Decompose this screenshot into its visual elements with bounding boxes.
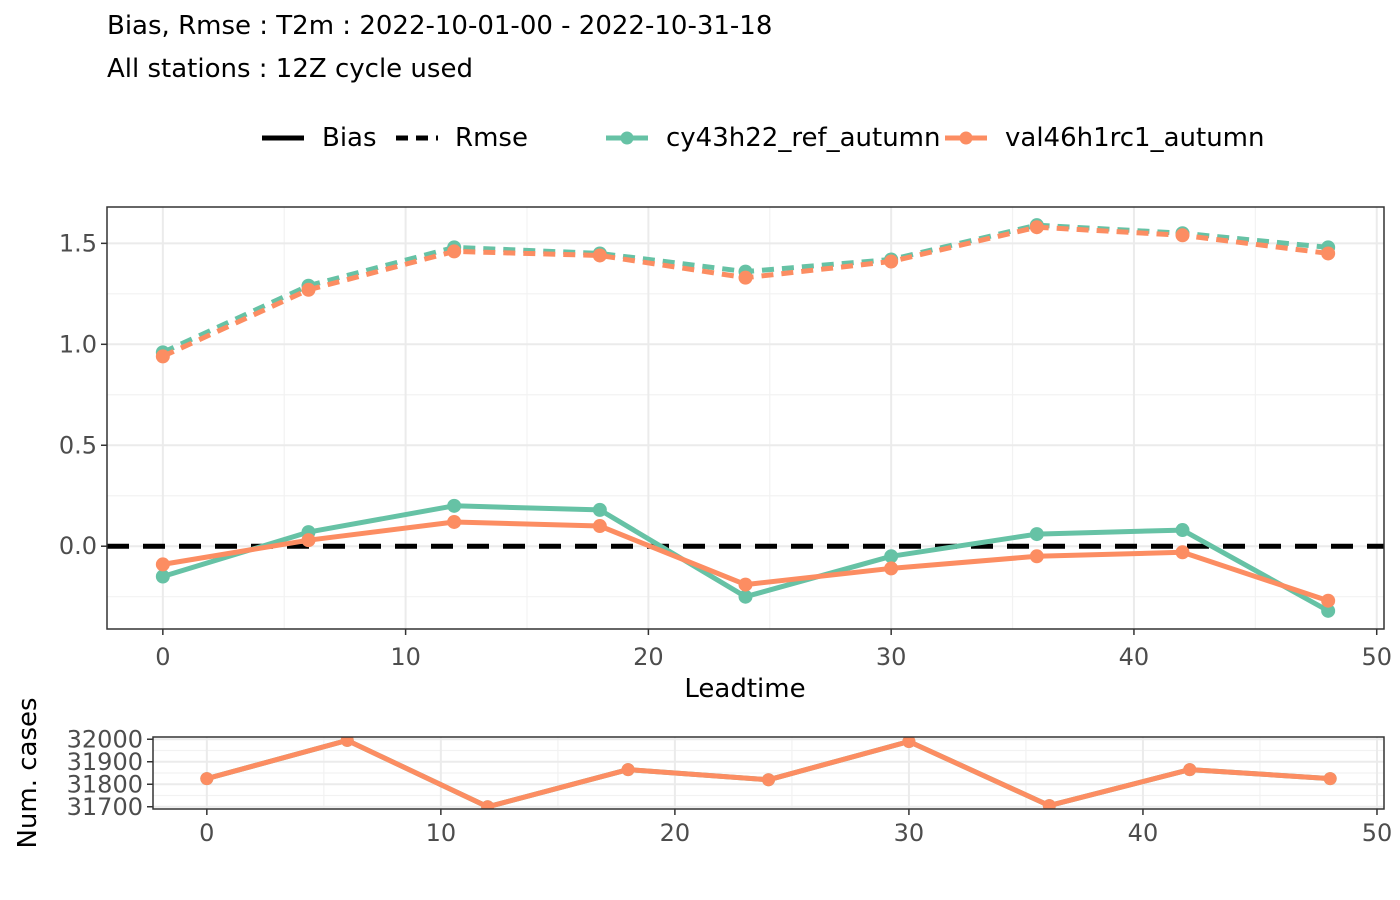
data-point-cy43h22_ref_autumn (738, 589, 753, 604)
legend-bias-label: Bias (322, 123, 377, 153)
data-point-val46h1rc1_autumn (155, 557, 170, 572)
legend-model1-label: cy43h22_ref_autumn (666, 123, 941, 153)
x-tick-label: 50 (1362, 819, 1393, 847)
x-tick-label: 0 (199, 819, 214, 847)
data-point-val46h1rc1_autumn (592, 519, 607, 534)
chart-subtitle: All stations : 12Z cycle used (107, 54, 473, 84)
legend-model1-marker (620, 131, 634, 145)
data-point-cy43h22_ref_autumn (447, 498, 462, 513)
x-tick-label: 30 (894, 819, 925, 847)
data-point-val46h1rc1_autumn (200, 772, 214, 786)
x-tick-label: 10 (426, 819, 457, 847)
data-point-cy43h22_ref_autumn (1175, 523, 1190, 538)
legend-model2-label: val46h1rc1_autumn (1005, 123, 1265, 153)
y-tick-label: 1.5 (59, 229, 97, 257)
data-point-val46h1rc1_autumn (902, 737, 916, 748)
x-axis-title: Leadtime (684, 674, 805, 704)
data-point-cy43h22_ref_autumn (1321, 603, 1336, 618)
x-tick-label: 50 (1361, 643, 1392, 671)
y-tick-label: 32000 (67, 725, 143, 753)
data-point-val46h1rc1_autumn (301, 533, 316, 548)
data-point-val46h1rc1_autumn (738, 270, 753, 285)
legend-model2-marker (959, 131, 973, 145)
x-tick-label: 0 (155, 643, 170, 671)
data-point-val46h1rc1_autumn (1323, 772, 1337, 786)
data-point-val46h1rc1_autumn (1029, 220, 1044, 235)
x-tick-label: 10 (390, 643, 421, 671)
data-point-val46h1rc1_autumn (1042, 799, 1056, 809)
data-point-val46h1rc1_autumn (481, 800, 495, 809)
x-tick-label: 40 (1128, 819, 1159, 847)
series-group (155, 218, 1336, 618)
y-tick-label: 1.0 (59, 330, 97, 358)
data-point-val46h1rc1_autumn (155, 349, 170, 364)
rmse-series-line-val46h1rc1_autumn (161, 224, 1329, 359)
x-tick-label: 20 (660, 819, 691, 847)
data-point-cy43h22_ref_autumn (155, 569, 170, 584)
legend-rmse-label: Rmse (455, 123, 528, 153)
y-tick-label: 31800 (67, 770, 143, 798)
panel-border (106, 206, 1385, 630)
cases-y-axis-title: Num. cases (13, 697, 43, 848)
panel-border (152, 736, 1385, 810)
series-group (200, 737, 1337, 809)
data-point-val46h1rc1_autumn (447, 514, 462, 529)
data-point-val46h1rc1_autumn (1175, 545, 1190, 560)
x-tick-label: 20 (633, 643, 664, 671)
data-point-val46h1rc1_autumn (592, 248, 607, 263)
data-point-val46h1rc1_autumn (762, 773, 775, 787)
data-point-val46h1rc1_autumn (738, 577, 753, 592)
x-tick-label: 40 (1119, 643, 1150, 671)
data-point-val46h1rc1_autumn (1321, 246, 1336, 261)
data-point-val46h1rc1_autumn (447, 244, 462, 259)
data-point-val46h1rc1_autumn (1321, 593, 1336, 608)
chart-title: Bias, Rmse : T2m : 2022-10-01-00 - 2022-… (107, 11, 772, 41)
data-point-val46h1rc1_autumn (1183, 763, 1197, 777)
legend: Bias Rmse cy43h22_ref_autumn val46h1rc1_… (262, 123, 1265, 153)
y-tick-label: 0.5 (59, 431, 97, 459)
data-point-val46h1rc1_autumn (301, 282, 316, 297)
data-point-val46h1rc1_autumn (884, 254, 899, 269)
data-point-cy43h22_ref_autumn (592, 502, 607, 517)
data-point-val46h1rc1_autumn (621, 763, 635, 777)
x-tick-label: 30 (876, 643, 907, 671)
data-point-cy43h22_ref_autumn (1029, 527, 1044, 542)
y-tick-label: 31900 (67, 748, 143, 776)
data-point-val46h1rc1_autumn (1029, 549, 1044, 564)
data-point-val46h1rc1_autumn (884, 561, 899, 576)
data-point-val46h1rc1_autumn (340, 737, 354, 747)
data-point-val46h1rc1_autumn (1175, 228, 1190, 243)
y-tick-label: 0.0 (59, 532, 97, 560)
data-point-cy43h22_ref_autumn (884, 549, 899, 564)
y-tick-label: 31700 (67, 793, 143, 821)
main-plot-panel: 0 10 20 30 40 50 0.0 0.5 1.0 1.5 (59, 206, 1392, 671)
